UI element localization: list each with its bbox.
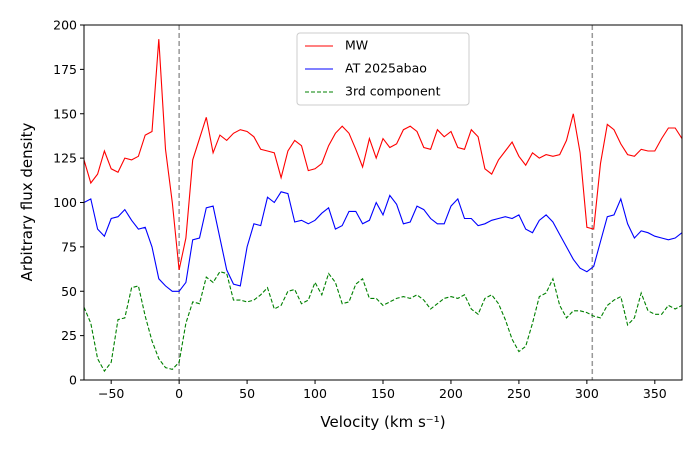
- x-tick-label: 300: [575, 386, 599, 401]
- series-line: [84, 271, 682, 373]
- x-axis-label: Velocity (km s⁻¹): [320, 413, 445, 431]
- y-tick-label: 0: [69, 373, 77, 388]
- y-tick-label: 50: [61, 284, 77, 299]
- x-tick-label: 100: [303, 386, 327, 401]
- y-tick-label: 125: [53, 151, 77, 166]
- y-tick-label: 150: [53, 106, 77, 121]
- y-tick-label: 75: [61, 239, 77, 254]
- y-axis-label: Arbitrary flux density: [18, 123, 36, 282]
- x-tick-label: 150: [371, 386, 395, 401]
- legend-label: 3rd component: [345, 84, 441, 99]
- x-tick-label: 0: [175, 386, 183, 401]
- x-tick-label: 250: [507, 386, 531, 401]
- legend-label: AT 2025abao: [345, 61, 427, 76]
- x-tick-label: 350: [643, 386, 667, 401]
- y-tick-label: 100: [53, 195, 77, 210]
- y-tick-label: 175: [53, 62, 77, 77]
- legend-label: MW: [345, 38, 368, 53]
- x-tick-label: −50: [98, 386, 124, 401]
- y-tick-label: 200: [53, 18, 77, 33]
- series-line: [84, 191, 682, 292]
- series-line: [84, 39, 682, 271]
- legend-box: [296, 32, 470, 106]
- y-tick-label: 25: [61, 328, 77, 343]
- x-tick-label: 200: [439, 386, 463, 401]
- plot-area: [84, 25, 682, 380]
- plot-frame: [83, 24, 683, 381]
- x-tick-label: 50: [239, 386, 255, 401]
